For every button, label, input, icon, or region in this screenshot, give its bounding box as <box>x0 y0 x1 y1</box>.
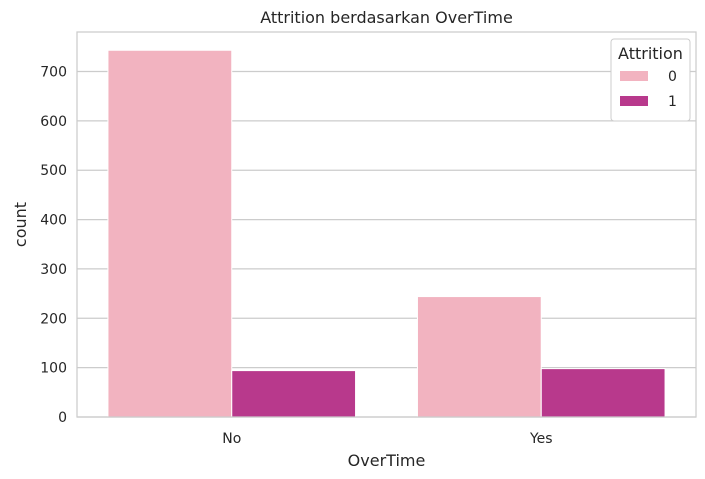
y-tick-label: 700 <box>40 64 67 80</box>
chart-title: Attrition berdasarkan OverTime <box>260 8 513 27</box>
y-tick-label: 300 <box>40 262 67 278</box>
y-tick-label: 0 <box>58 410 67 426</box>
bars <box>107 49 666 418</box>
bar-no-attrition-0 <box>107 49 233 418</box>
y-tick-label: 200 <box>40 311 67 327</box>
x-axis-label: OverTime <box>348 451 426 470</box>
y-tick-labels: 0 100 200 300 400 500 600 700 <box>40 64 67 426</box>
y-tick-label: 400 <box>40 213 67 229</box>
x-tick-labels: No Yes <box>222 431 552 447</box>
legend-title: Attrition <box>618 44 683 63</box>
x-tick-label: Yes <box>529 431 553 447</box>
bar-yes-attrition-0 <box>416 296 542 418</box>
legend-label-1: 1 <box>668 94 677 110</box>
legend-swatch-0 <box>620 71 648 81</box>
legend: Attrition 01 <box>610 38 691 122</box>
y-tick-label: 100 <box>40 361 67 377</box>
y-axis-label: count <box>11 202 30 247</box>
legend-label-0: 0 <box>668 69 677 85</box>
y-tick-label: 500 <box>40 163 67 179</box>
y-tick-label: 600 <box>40 114 67 130</box>
plot-frame <box>76 31 697 418</box>
legend-swatch-1 <box>620 96 648 106</box>
legend-items: 01 <box>620 69 677 110</box>
bar-no-attrition-1 <box>231 370 357 418</box>
x-tick-label: No <box>222 431 241 447</box>
bar-yes-attrition-1 <box>540 368 666 418</box>
